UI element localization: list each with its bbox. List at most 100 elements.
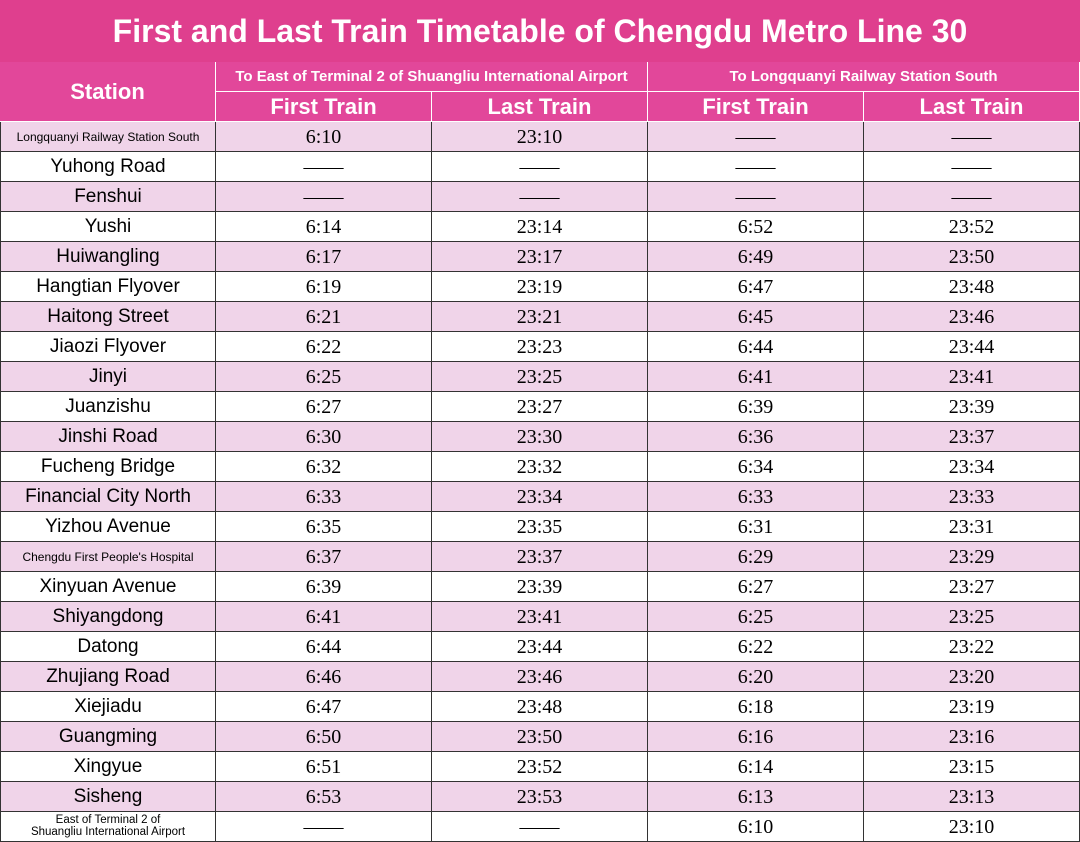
time-cell: ——: [648, 182, 864, 212]
time-cell: 23:27: [432, 392, 648, 422]
group-header: To Longquanyi Railway Station South: [648, 62, 1080, 92]
time-cell: ——: [432, 152, 648, 182]
time-cell: 6:53: [216, 782, 432, 812]
time-cell: ——: [216, 182, 432, 212]
time-cell: 23:25: [864, 602, 1080, 632]
time-cell: ——: [432, 812, 648, 842]
time-cell: 23:37: [432, 542, 648, 572]
time-cell: 23:37: [864, 422, 1080, 452]
station-name: Zhujiang Road: [0, 662, 216, 692]
time-cell: 23:41: [432, 602, 648, 632]
time-cell: 23:35: [432, 512, 648, 542]
column-header: First Train: [216, 92, 432, 122]
time-cell: 6:22: [648, 632, 864, 662]
column-header: Last Train: [432, 92, 648, 122]
time-cell: 6:31: [648, 512, 864, 542]
time-cell: 6:33: [648, 482, 864, 512]
time-cell: 6:52: [648, 212, 864, 242]
time-cell: 23:50: [864, 242, 1080, 272]
time-cell: 6:29: [648, 542, 864, 572]
column-header: Last Train: [864, 92, 1080, 122]
station-header: Station: [0, 62, 216, 122]
time-cell: ——: [648, 152, 864, 182]
time-cell: 6:39: [216, 572, 432, 602]
time-cell: 23:39: [864, 392, 1080, 422]
station-name: Xiejiadu: [0, 692, 216, 722]
time-cell: 6:16: [648, 722, 864, 752]
time-cell: 23:21: [432, 302, 648, 332]
station-name: Yizhou Avenue: [0, 512, 216, 542]
station-name: Juanzishu: [0, 392, 216, 422]
station-name: East of Terminal 2 of Shuangliu Internat…: [0, 812, 216, 842]
time-cell: 23:20: [864, 662, 1080, 692]
time-cell: 6:34: [648, 452, 864, 482]
time-cell: 6:41: [648, 362, 864, 392]
station-name: Haitong Street: [0, 302, 216, 332]
station-name: Guangming: [0, 722, 216, 752]
time-cell: 23:39: [432, 572, 648, 602]
station-name: Chengdu First People's Hospital: [0, 542, 216, 572]
group-header: To East of Terminal 2 of Shuangliu Inter…: [216, 62, 648, 92]
time-cell: 23:19: [432, 272, 648, 302]
time-cell: ——: [864, 122, 1080, 152]
station-name: Jinyi: [0, 362, 216, 392]
time-cell: 23:34: [432, 482, 648, 512]
time-cell: 23:25: [432, 362, 648, 392]
time-cell: 23:13: [864, 782, 1080, 812]
station-name: Xinyuan Avenue: [0, 572, 216, 602]
time-cell: 6:47: [216, 692, 432, 722]
time-cell: 23:41: [864, 362, 1080, 392]
time-cell: 6:14: [648, 752, 864, 782]
time-cell: ——: [216, 152, 432, 182]
station-name: Datong: [0, 632, 216, 662]
time-cell: 6:39: [648, 392, 864, 422]
time-cell: 6:21: [216, 302, 432, 332]
time-cell: 23:52: [432, 752, 648, 782]
time-cell: 6:27: [648, 572, 864, 602]
time-cell: 23:32: [432, 452, 648, 482]
time-cell: 23:48: [432, 692, 648, 722]
station-name: Huiwangling: [0, 242, 216, 272]
time-cell: ——: [216, 812, 432, 842]
time-cell: 6:45: [648, 302, 864, 332]
station-name: Sisheng: [0, 782, 216, 812]
station-name: Shiyangdong: [0, 602, 216, 632]
title: First and Last Train Timetable of Chengd…: [0, 0, 1080, 62]
time-cell: 23:53: [432, 782, 648, 812]
time-cell: 23:52: [864, 212, 1080, 242]
time-cell: 6:33: [216, 482, 432, 512]
time-cell: 6:44: [648, 332, 864, 362]
time-cell: 23:30: [432, 422, 648, 452]
time-cell: ——: [432, 182, 648, 212]
station-name: Hangtian Flyover: [0, 272, 216, 302]
station-name: Jinshi Road: [0, 422, 216, 452]
time-cell: 23:46: [432, 662, 648, 692]
time-cell: 23:16: [864, 722, 1080, 752]
time-cell: 6:18: [648, 692, 864, 722]
time-cell: 6:13: [648, 782, 864, 812]
time-cell: 23:44: [864, 332, 1080, 362]
time-cell: 6:10: [216, 122, 432, 152]
time-cell: ——: [864, 152, 1080, 182]
station-name: Fenshui: [0, 182, 216, 212]
time-cell: 6:36: [648, 422, 864, 452]
time-cell: 6:10: [648, 812, 864, 842]
station-name: Fucheng Bridge: [0, 452, 216, 482]
station-name: Xingyue: [0, 752, 216, 782]
time-cell: 23:10: [432, 122, 648, 152]
time-cell: 6:49: [648, 242, 864, 272]
time-cell: 6:30: [216, 422, 432, 452]
time-cell: 6:46: [216, 662, 432, 692]
station-name: Financial City North: [0, 482, 216, 512]
time-cell: 6:25: [216, 362, 432, 392]
time-cell: 23:31: [864, 512, 1080, 542]
time-cell: 23:44: [432, 632, 648, 662]
time-cell: 6:47: [648, 272, 864, 302]
time-cell: 23:10: [864, 812, 1080, 842]
time-cell: 23:22: [864, 632, 1080, 662]
time-cell: 23:33: [864, 482, 1080, 512]
time-cell: 6:22: [216, 332, 432, 362]
time-cell: 6:37: [216, 542, 432, 572]
time-cell: 6:50: [216, 722, 432, 752]
